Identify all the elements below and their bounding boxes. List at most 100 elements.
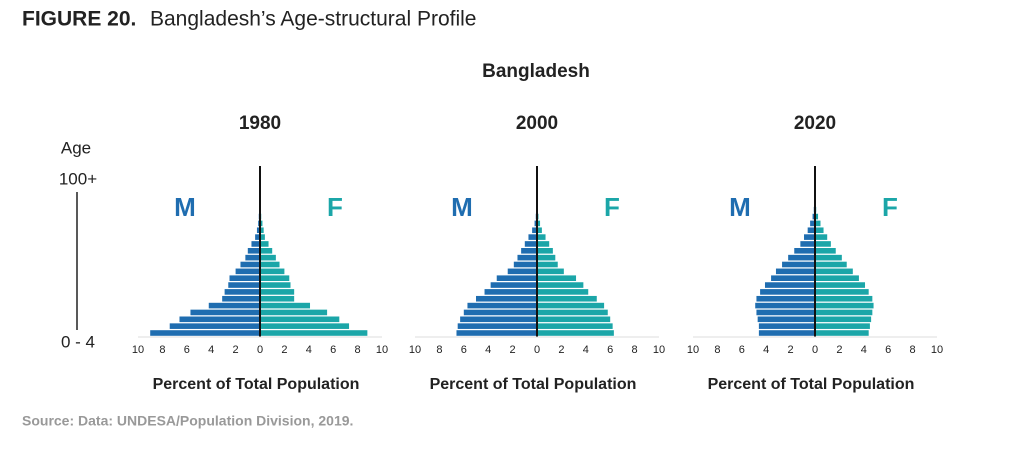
bar xyxy=(179,316,260,323)
x-tick-label: 0 xyxy=(812,344,818,356)
bar xyxy=(537,289,589,295)
bar xyxy=(815,213,819,220)
bar xyxy=(788,254,815,261)
bar xyxy=(771,275,815,281)
age-group-label: 100+ xyxy=(59,169,97,188)
bar xyxy=(260,302,311,309)
x-tick-label: 6 xyxy=(885,344,891,356)
bar xyxy=(534,220,537,227)
x-tick-label: 8 xyxy=(436,344,442,356)
bar xyxy=(537,220,541,227)
legend-label: M xyxy=(174,192,196,222)
bar xyxy=(260,254,276,261)
bar xyxy=(756,309,815,316)
bar xyxy=(484,289,537,295)
x-tick-label: 10 xyxy=(409,344,421,356)
bar xyxy=(537,261,558,268)
x-tick-label: 10 xyxy=(132,344,144,356)
bar xyxy=(208,302,260,309)
bar xyxy=(260,323,350,329)
age-group-label: 0 - 4 xyxy=(61,332,95,351)
x-tick-label: 2 xyxy=(836,344,842,356)
bar xyxy=(757,316,815,323)
bar xyxy=(456,330,537,336)
x-tick-label: 2 xyxy=(281,344,287,356)
x-axis-label: Percent of Total Population xyxy=(708,376,915,393)
bar xyxy=(260,241,269,247)
bar xyxy=(758,323,815,329)
bar xyxy=(810,220,815,227)
bar xyxy=(260,220,263,227)
x-tick-label: 8 xyxy=(159,344,165,356)
bar xyxy=(476,295,537,302)
x-tick-label: 10 xyxy=(687,344,699,356)
legend-label: F xyxy=(604,192,620,222)
x-tick-label: 4 xyxy=(208,344,214,356)
bar xyxy=(794,248,815,254)
bar xyxy=(815,248,836,254)
bar xyxy=(260,330,368,336)
x-tick-label: 8 xyxy=(355,344,361,356)
x-tick-label: 4 xyxy=(763,344,769,356)
x-tick-label: 4 xyxy=(306,344,312,356)
x-tick-label: 4 xyxy=(485,344,491,356)
x-tick-label: 8 xyxy=(632,344,638,356)
bar xyxy=(260,248,273,254)
bar xyxy=(169,323,260,329)
legend-label: M xyxy=(729,192,751,222)
bar xyxy=(537,295,597,302)
bar xyxy=(260,316,340,323)
bar xyxy=(507,268,537,275)
bar xyxy=(537,227,542,234)
bar xyxy=(537,282,584,288)
legend-label: F xyxy=(327,192,343,222)
bar xyxy=(490,282,537,288)
bar xyxy=(255,234,260,240)
bar xyxy=(758,330,815,336)
x-tick-label: 4 xyxy=(861,344,867,356)
bar xyxy=(807,227,815,234)
bar xyxy=(815,302,874,309)
bar xyxy=(260,234,265,240)
bar xyxy=(224,289,260,295)
x-tick-label: 2 xyxy=(233,344,239,356)
x-tick-label: 10 xyxy=(931,344,943,356)
bar xyxy=(537,241,550,247)
bar xyxy=(463,309,537,316)
chart-title: 2020 xyxy=(794,113,836,134)
age-label: Age xyxy=(61,138,91,157)
x-tick-label: 2 xyxy=(788,344,794,356)
bar xyxy=(260,282,291,288)
bar xyxy=(256,227,260,234)
bar xyxy=(532,227,537,234)
bar xyxy=(815,316,872,323)
bar xyxy=(460,316,537,323)
bar xyxy=(815,295,873,302)
bar xyxy=(782,261,815,268)
bar xyxy=(260,268,285,275)
x-tick-label: 8 xyxy=(714,344,720,356)
x-tick-label: 6 xyxy=(330,344,336,356)
bar xyxy=(756,295,815,302)
bar xyxy=(815,234,828,240)
bar xyxy=(760,289,815,295)
bar xyxy=(815,268,853,275)
bar xyxy=(815,254,842,261)
x-axis-label: Percent of Total Population xyxy=(153,376,360,393)
bar xyxy=(247,248,260,254)
bar xyxy=(260,295,295,302)
x-tick-label: 6 xyxy=(739,344,745,356)
bar xyxy=(467,302,537,309)
bar xyxy=(815,241,831,247)
bar xyxy=(521,248,537,254)
x-tick-label: 0 xyxy=(257,344,263,356)
bar xyxy=(190,309,260,316)
bar xyxy=(815,261,847,268)
bar xyxy=(815,309,873,316)
x-tick-label: 4 xyxy=(583,344,589,356)
bar xyxy=(537,275,577,281)
x-tick-label: 6 xyxy=(184,344,190,356)
bar xyxy=(775,268,815,275)
bar xyxy=(812,213,815,220)
bar xyxy=(537,302,605,309)
